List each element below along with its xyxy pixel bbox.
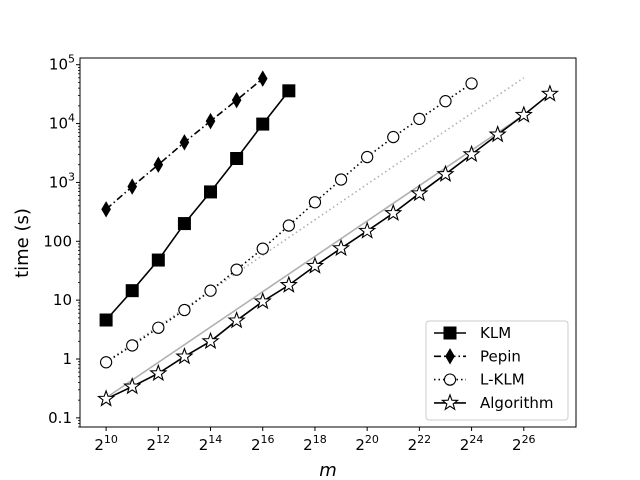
series-line-algorithm <box>105 93 551 400</box>
legend-entry-pepin: Pepin <box>434 347 521 365</box>
x-tick-label: 218 <box>303 433 327 454</box>
data-point-l-klm <box>361 150 374 164</box>
legend-marker-klm <box>443 326 457 340</box>
data-point-pepin <box>153 156 164 173</box>
data-point-l-klm <box>204 284 217 297</box>
y-axis-label: time (s) <box>12 208 33 278</box>
data-point-l-klm <box>256 242 269 255</box>
x-tick-label: 214 <box>199 433 223 454</box>
y-tick-label: 100 <box>43 232 72 250</box>
data-point-klm <box>230 152 244 166</box>
data-point-algorithm <box>123 376 142 395</box>
data-point-algorithm <box>540 84 560 102</box>
x-tick-label: 226 <box>512 433 536 454</box>
data-point-l-klm <box>230 263 243 276</box>
series-algorithm <box>96 84 560 407</box>
data-point-l-klm <box>387 130 400 144</box>
data-point-klm <box>204 185 218 199</box>
legend-entry-klm: KLM <box>434 324 511 342</box>
legend-marker-l-klm <box>443 373 457 386</box>
x-tick-label: 220 <box>355 433 379 454</box>
data-point-pepin <box>101 201 111 218</box>
data-point-algorithm <box>227 310 246 329</box>
data-point-algorithm <box>410 183 429 202</box>
y-tick-label: 105 <box>49 53 75 74</box>
data-point-algorithm <box>488 124 507 143</box>
data-point-l-klm <box>126 339 139 352</box>
x-tick-label: 222 <box>408 433 432 454</box>
x-axis-label: m <box>319 460 337 480</box>
data-point-pepin <box>205 112 216 130</box>
data-point-pepin <box>127 178 138 195</box>
legend-entry-algorithm: Algorithm <box>434 393 553 412</box>
data-point-klm <box>99 313 113 327</box>
data-point-algorithm <box>279 275 298 293</box>
data-point-l-klm <box>178 303 191 317</box>
x-tick-label: 212 <box>147 433 171 454</box>
plot-area <box>96 70 560 407</box>
series-pepin <box>101 70 268 218</box>
data-point-algorithm <box>358 221 377 239</box>
data-point-algorithm <box>436 164 455 182</box>
data-point-klm <box>256 117 270 131</box>
data-point-l-klm <box>465 77 478 90</box>
reference-line-1 <box>105 114 525 399</box>
data-point-algorithm <box>253 291 272 310</box>
data-point-algorithm <box>384 203 403 221</box>
x-tick-label: 210 <box>94 433 118 454</box>
x-tick-label: 216 <box>251 433 275 454</box>
data-point-l-klm <box>308 196 322 209</box>
data-point-pepin <box>179 134 190 151</box>
data-point-pepin <box>257 70 268 87</box>
legend: KLM Pepin L-KLM Algorithm <box>425 320 569 421</box>
y-tick-label: 104 <box>49 112 75 133</box>
legend-marker-pepin <box>445 348 455 365</box>
data-point-klm <box>282 84 296 98</box>
data-point-l-klm <box>413 112 426 126</box>
legend-entry-l-klm: L-KLM <box>434 371 525 389</box>
data-point-l-klm <box>152 321 165 334</box>
data-point-algorithm <box>96 389 116 407</box>
legend-label-pepin: Pepin <box>480 347 521 365</box>
data-point-klm <box>125 284 139 298</box>
y-tick-label: 1 <box>62 350 72 368</box>
data-point-algorithm <box>462 144 481 163</box>
y-tick-label: 10 <box>53 291 72 309</box>
data-point-algorithm <box>201 331 220 350</box>
legend-box <box>425 320 569 421</box>
y-tick-label: 103 <box>49 170 75 191</box>
data-point-pepin <box>231 91 242 109</box>
data-point-algorithm <box>175 346 194 365</box>
legend-label-l-klm: L-KLM <box>480 371 525 389</box>
data-point-algorithm <box>305 256 325 274</box>
data-point-klm <box>151 253 165 267</box>
x-tick-label: 224 <box>460 433 484 454</box>
data-point-klm <box>177 217 191 231</box>
x-axis: 210 212 214 216 218 220 222 224 226 <box>94 427 536 454</box>
data-point-algorithm <box>149 363 168 382</box>
data-point-algorithm <box>514 105 533 123</box>
data-point-l-klm <box>439 95 452 108</box>
reference-line-2 <box>105 77 525 363</box>
data-point-l-klm <box>334 173 348 186</box>
data-point-l-klm <box>99 356 113 369</box>
legend-label-algorithm: Algorithm <box>480 394 553 412</box>
series-l-klm <box>99 77 478 369</box>
y-tick-label: 0.1 <box>48 409 72 427</box>
legend-marker-algorithm <box>440 393 460 411</box>
legend-label-klm: KLM <box>480 324 511 342</box>
plot-frame <box>79 57 577 428</box>
series-line-l-klm <box>105 82 473 363</box>
data-point-l-klm <box>282 219 295 232</box>
series-klm <box>99 84 296 327</box>
data-point-algorithm <box>331 238 351 257</box>
